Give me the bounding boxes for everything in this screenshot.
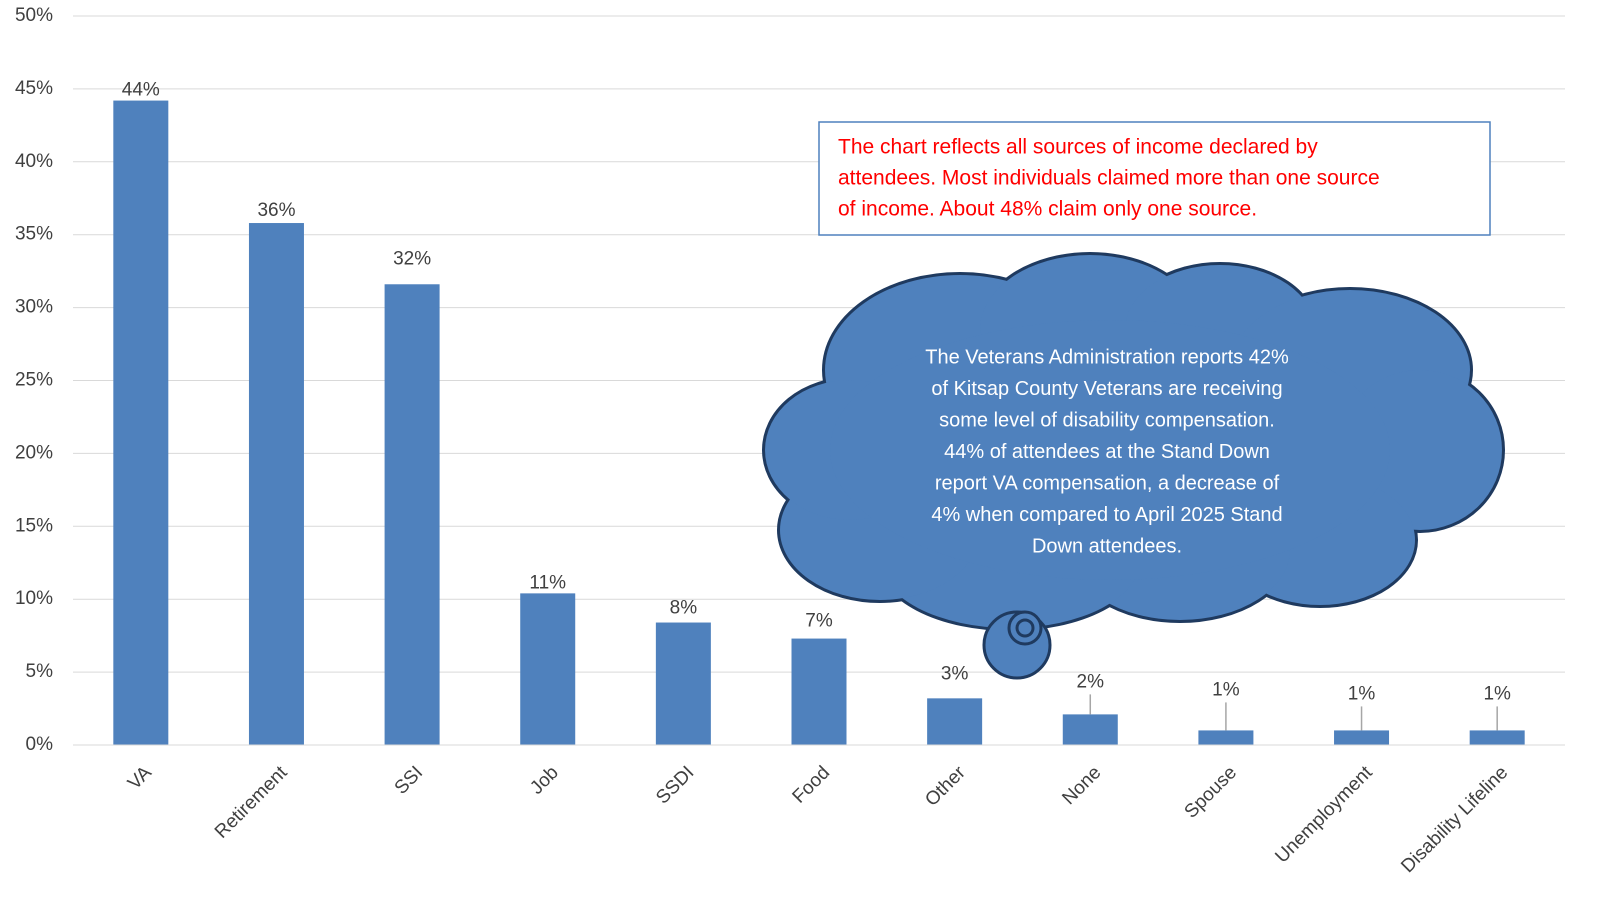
callout-line: The Veterans Administration reports 42%: [925, 346, 1289, 368]
x-tick-label: None: [1058, 762, 1105, 809]
x-tick-label: Disability Lifeline: [1397, 762, 1512, 877]
x-tick-label: SSDI: [652, 762, 698, 808]
bar: [927, 698, 982, 745]
y-tick-label: 0%: [26, 734, 54, 755]
data-label: 1%: [1212, 679, 1240, 700]
bar: [792, 639, 847, 745]
data-label: 32%: [393, 248, 431, 269]
bar: [520, 593, 575, 745]
callout-line: of Kitsap County Veterans are receiving: [931, 378, 1282, 400]
callout-cloud: [765, 255, 1502, 678]
bar: [1198, 730, 1253, 745]
bar: [1063, 714, 1118, 745]
data-label: 44%: [122, 80, 160, 101]
data-label: 11%: [529, 572, 566, 593]
y-tick-label: 20%: [15, 442, 53, 463]
text-box-line: The chart reflects all sources of income…: [838, 136, 1318, 159]
bar: [249, 223, 304, 745]
bar: [656, 623, 711, 745]
callout-line: Down attendees.: [1032, 535, 1182, 557]
x-tick-label: Food: [789, 762, 834, 807]
x-tick-label: Unemployment: [1271, 762, 1377, 868]
y-tick-label: 35%: [15, 224, 53, 245]
chart: 0% 5% 10% 15% 20% 25% 30% 35% 40% 45% 50% 44% VA 36% R…: [0, 0, 1603, 907]
y-tick-label: 5%: [26, 661, 54, 682]
bar: [385, 284, 440, 745]
bar: [113, 101, 168, 745]
data-label: 3%: [941, 663, 969, 684]
y-tick-label: 15%: [15, 515, 53, 536]
data-label: 7%: [805, 611, 833, 632]
y-tick-label: 45%: [15, 78, 53, 99]
text-box-line: of income. About 48% claim only one sour…: [838, 198, 1257, 221]
callout-line: report VA compensation, a decrease of: [935, 472, 1280, 494]
y-tick-label: 10%: [15, 588, 53, 609]
y-tick-label: 40%: [15, 151, 53, 172]
x-tick-label: Retirement: [211, 762, 292, 843]
callout-line: some level of disability compensation.: [939, 409, 1275, 431]
bar: [1470, 730, 1525, 745]
x-tick-label: Spouse: [1181, 762, 1241, 822]
x-tick-label: SSI: [391, 762, 428, 799]
y-tick-label: 30%: [15, 297, 53, 318]
bar: [1334, 730, 1389, 745]
data-label: 2%: [1077, 671, 1105, 692]
data-label: 1%: [1483, 683, 1511, 704]
y-tick-label: 25%: [15, 370, 53, 391]
data-label: 1%: [1348, 683, 1376, 704]
callout-line: 44% of attendees at the Stand Down: [944, 441, 1270, 463]
x-tick-label: VA: [124, 762, 156, 794]
data-label: 8%: [670, 598, 698, 619]
x-tick-label: Job: [526, 762, 563, 799]
x-tick-label: Other: [921, 762, 970, 811]
text-box-line: attendees. Most individuals claimed more…: [838, 167, 1380, 190]
callout-line: 4% when compared to April 2025 Stand: [931, 504, 1282, 526]
y-tick-label: 50%: [15, 5, 53, 26]
data-label: 36%: [257, 200, 295, 221]
